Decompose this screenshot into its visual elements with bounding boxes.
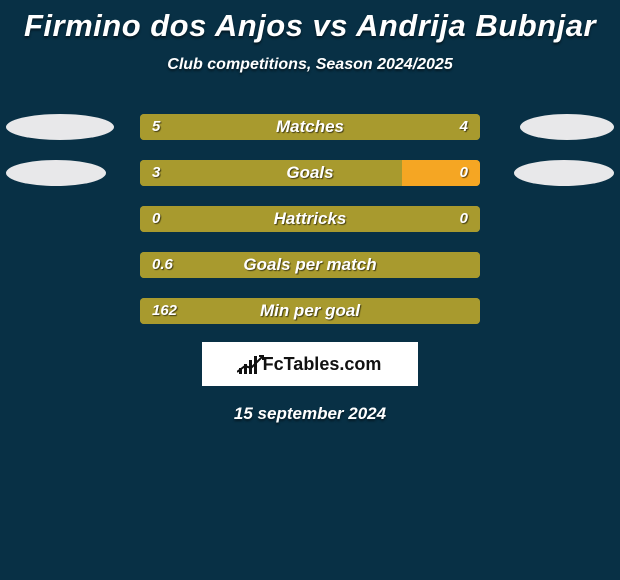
stats-rows: 5 Matches 4 3 Goals 0 0 Hattricks 0 (0, 114, 620, 324)
stat-row: 5 Matches 4 (0, 114, 620, 140)
stat-value-player2: 0 (460, 160, 468, 186)
stat-row: 3 Goals 0 (0, 160, 620, 186)
stat-row: 0 Hattricks 0 (0, 206, 620, 232)
player1-ellipse (6, 160, 106, 186)
comparison-card: Firmino dos Anjos vs Andrija Bubnjar Clu… (0, 0, 620, 424)
page-title: Firmino dos Anjos vs Andrija Bubnjar (0, 0, 620, 44)
stat-row: 162 Min per goal (0, 298, 620, 324)
stat-label: Goals per match (140, 252, 480, 278)
player2-ellipse (514, 160, 614, 186)
stat-row: 0.6 Goals per match (0, 252, 620, 278)
stat-label: Hattricks (140, 206, 480, 232)
logo-text: FcTables.com (263, 354, 382, 375)
stat-value-player2: 0 (460, 206, 468, 232)
stat-label: Goals (140, 160, 480, 186)
stat-label: Min per goal (140, 298, 480, 324)
fctables-logo[interactable]: FcTables.com (202, 342, 418, 386)
subtitle: Club competitions, Season 2024/2025 (0, 56, 620, 74)
stat-label: Matches (140, 114, 480, 140)
date-text: 15 september 2024 (0, 404, 620, 424)
stat-value-player2: 4 (460, 114, 468, 140)
chart-icon (239, 354, 257, 374)
player2-ellipse (520, 114, 614, 140)
player1-ellipse (6, 114, 114, 140)
